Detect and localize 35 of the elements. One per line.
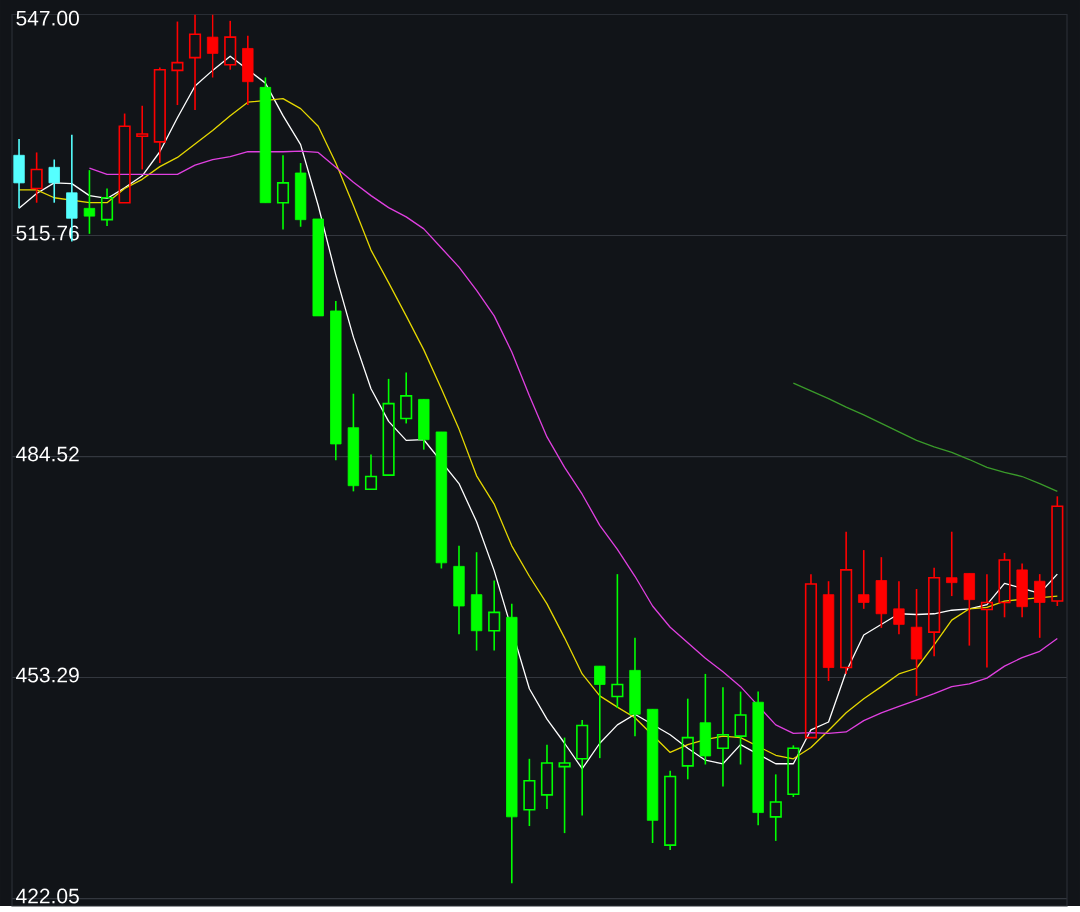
candlestick [1034,573,1046,639]
candlestick [188,14,202,111]
candlestick [400,371,413,425]
candlestick [48,158,60,204]
line-series [792,382,1058,493]
candlestick [364,453,378,491]
candlestick [858,549,870,610]
candlestick [946,530,958,597]
candlestick [100,187,114,227]
candlestick [206,14,219,79]
candlestick [576,719,589,817]
candlestick [716,686,730,788]
candlestick [769,773,782,842]
candlestick [488,579,501,652]
candlestick [171,20,184,106]
candlestick [224,20,237,71]
candlestick [83,169,96,235]
y-tick-label: 547.00 [16,10,79,26]
candlestick [681,697,694,781]
candlestick [558,736,571,834]
candlestick [980,573,994,669]
candlestick [540,743,554,810]
candlestick [928,567,941,658]
candlestick [136,105,149,171]
candlestick [893,580,905,636]
candlestick [734,690,747,766]
y-tick-label: 422.05 [16,888,79,904]
candlestick [804,573,818,739]
y-tick-label: 484.52 [16,446,79,462]
candlestick [840,530,853,675]
candlestick [594,665,606,759]
candlestick [276,154,290,231]
candlestick [664,770,677,851]
y-tick-label: 453.29 [16,667,79,683]
candlestick [382,378,395,476]
